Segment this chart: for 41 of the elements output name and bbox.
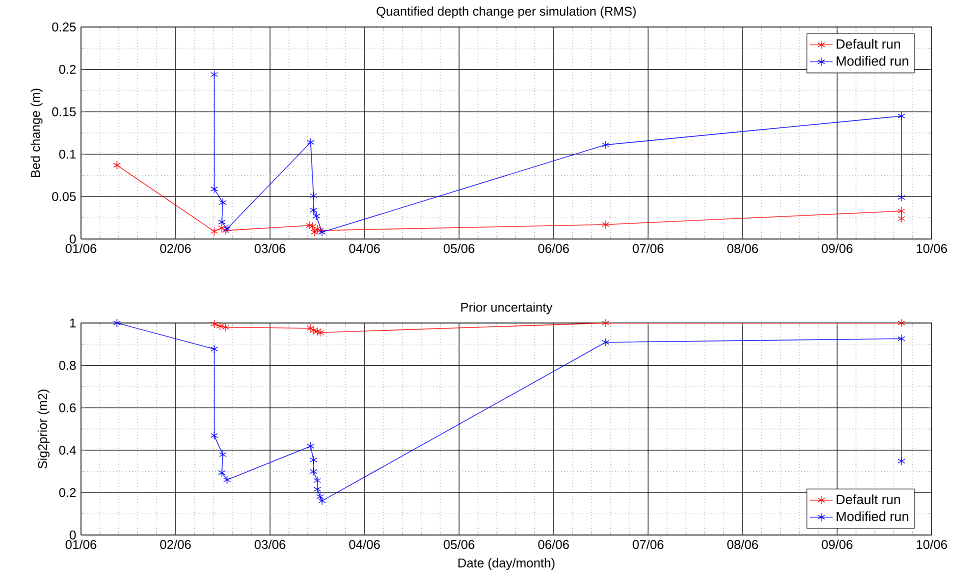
- x-tick-label: 03/06: [254, 540, 286, 549]
- y-tick-label: 0: [70, 530, 76, 540]
- y-axis-title: Bed change (m): [30, 88, 42, 178]
- legend-label: Modified run: [836, 56, 908, 66]
- chart-title: Prior uncertainty: [461, 302, 552, 314]
- x-tick-label: 01/06: [66, 540, 96, 549]
- y-tick-label: 0.1: [59, 150, 76, 159]
- y-axis-title: Sig2prior (m2): [38, 390, 50, 469]
- y-tick-label: 1: [70, 318, 76, 328]
- y-tick-label: 0.2: [59, 64, 76, 74]
- x-tick-label: 08/06: [727, 244, 758, 253]
- x-tick-label: 10/06: [916, 540, 947, 549]
- chart-title: Quantified depth change per simulation (RMS): [376, 6, 636, 18]
- x-tick-label: 07/06: [632, 244, 664, 253]
- legend-label: Modified run: [836, 511, 908, 522]
- y-tick-label: 0.25: [52, 22, 76, 32]
- x-tick-label: 06/06: [538, 244, 569, 253]
- y-tick-label: 0.2: [59, 488, 76, 498]
- x-tick-label: 05/06: [444, 540, 474, 549]
- x-tick-label: 05/06: [444, 244, 474, 253]
- legend-label: Default run: [836, 38, 900, 49]
- y-tick-label: 0.8: [59, 360, 76, 370]
- y-tick-label: 0.15: [52, 107, 76, 116]
- x-tick-label: 04/06: [349, 540, 380, 549]
- x-tick-label: 03/06: [254, 244, 286, 253]
- y-tick-label: 0.4: [59, 446, 76, 455]
- x-axis-title: Date (day/month): [458, 558, 554, 570]
- x-tick-label: 09/06: [822, 540, 852, 549]
- y-tick-label: 0.6: [59, 403, 76, 412]
- x-tick-label: 02/06: [160, 540, 191, 549]
- x-tick-label: 07/06: [632, 540, 664, 549]
- x-tick-label: 01/06: [66, 244, 96, 253]
- y-tick-label: 0: [70, 234, 76, 244]
- x-tick-label: 06/06: [538, 540, 569, 549]
- x-tick-label: 10/06: [916, 244, 947, 253]
- x-tick-label: 09/06: [822, 244, 852, 253]
- x-tick-label: 04/06: [349, 244, 380, 253]
- x-tick-label: 08/06: [727, 540, 758, 549]
- legend-label: Default run: [836, 494, 900, 504]
- y-tick-label: 0.05: [52, 192, 76, 202]
- x-tick-label: 02/06: [160, 244, 191, 253]
